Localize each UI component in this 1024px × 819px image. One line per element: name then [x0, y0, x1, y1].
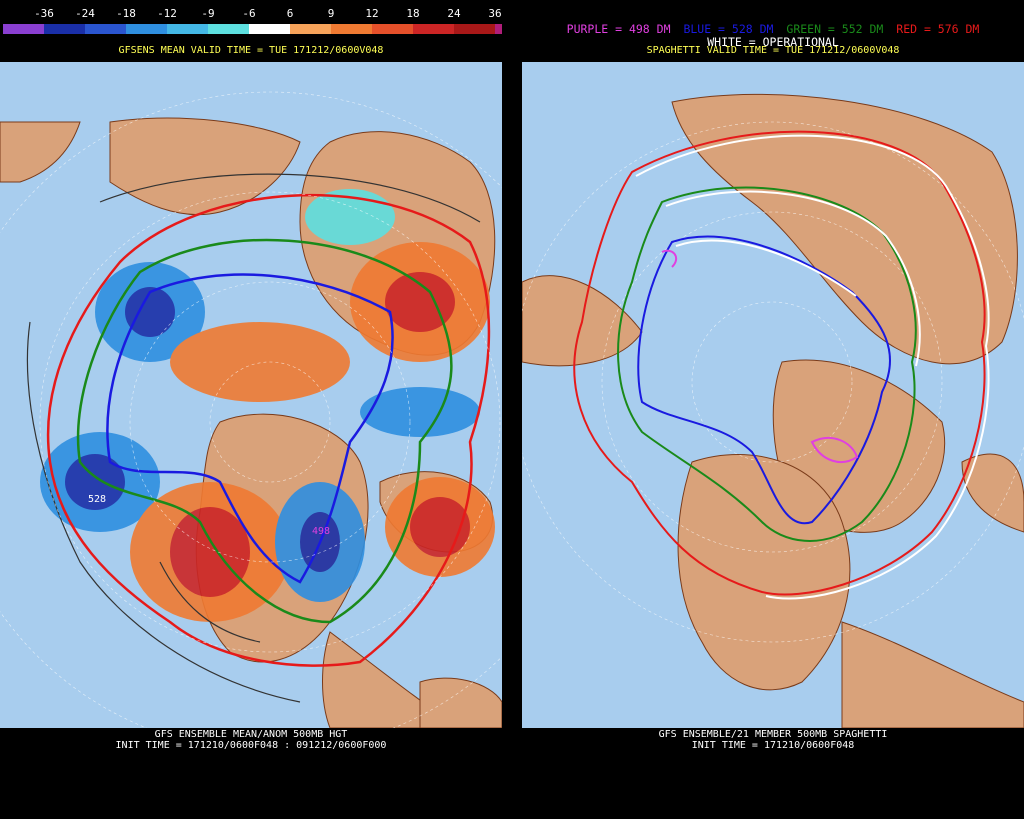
spaghetti-operational-blue: [675, 239, 857, 297]
anomaly-colorbar: [3, 24, 536, 34]
colorbar-cell: [208, 24, 249, 34]
colorbar-label: 9: [327, 7, 335, 20]
contour-black-2: [26, 321, 301, 703]
graticule-circle-1: [209, 361, 331, 483]
colorbar-labels: -36-24-18-12-9-6691218243648: [0, 7, 543, 21]
colorbar-cell: [44, 24, 85, 34]
mean-footer-title: GFS ENSEMBLE MEAN/ANOM 500MB HGT: [154, 729, 348, 740]
colorbar-label: -12: [157, 7, 177, 20]
mean-valid-time: GFSENS MEAN VALID TIME = TUE 171212/0600…: [118, 45, 384, 56]
contour-red: [46, 194, 491, 667]
spaghetti-legend: PURPLE = 498 DM BLUE = 528 DM GREEN = 55…: [522, 22, 1024, 36]
legend-operational: WHITE = OPERATIONAL: [707, 35, 839, 49]
colorbar-cell: [85, 24, 126, 34]
panel-divider: [502, 0, 522, 819]
colorbar-cell: [290, 24, 331, 34]
anomaly-core-pacific: [65, 454, 125, 510]
spaghetti-operational-green: [665, 190, 921, 367]
colorbar-label: 24: [447, 7, 461, 20]
graticule-circle-2: [129, 281, 411, 563]
legend-blue: BLUE = 528 DM: [683, 22, 774, 36]
colorbar-cell: [3, 24, 44, 34]
graticule-circle-1: [691, 301, 853, 463]
anomaly-core-alaska: [125, 287, 175, 337]
ensemble-mean-map: 528 498: [0, 62, 502, 728]
spaghetti-footer-title: GFS ENSEMBLE/21 MEMBER 500MB SPAGHETTI: [658, 729, 888, 740]
colorbar-cell: [249, 24, 290, 34]
spaghetti-purple-1: [810, 437, 859, 463]
spaghetti-map-graphic: [522, 93, 1024, 728]
colorbar-label: -36: [34, 7, 54, 20]
graticule-circle-3: [522, 121, 1024, 643]
spaghetti-purple-2: [661, 249, 678, 268]
spaghetti-panel: PURPLE = 498 DM BLUE = 528 DM GREEN = 55…: [522, 0, 1024, 819]
contour-label-528: 528: [88, 494, 106, 505]
colorbar-label: -18: [116, 7, 136, 20]
legend-red: RED = 576 DM: [896, 22, 980, 36]
ensemble-mean-panel: -36-24-18-12-9-6691218243648 GFSENS MEAN…: [0, 0, 543, 819]
south-america-land: [841, 621, 1024, 728]
contour-green: [76, 238, 453, 624]
colorbar-label: 18: [406, 7, 420, 20]
mean-map-graphic: 528 498: [0, 91, 502, 728]
anomaly-core-eurasia: [385, 272, 455, 332]
siberia-land: [109, 117, 301, 216]
colorbar-label: -6: [242, 7, 256, 20]
mean-footer-init: INIT TIME = 171210/0600F048 : 091212/060…: [115, 740, 387, 751]
greenland-land: [961, 453, 1024, 533]
spaghetti-operational-red: [635, 134, 990, 600]
anomaly-negative-siberia: [305, 189, 395, 245]
eurasia-land: [671, 93, 1018, 365]
spaghetti-map: [522, 62, 1024, 728]
contour-blue: [106, 273, 394, 584]
graticule-circle-3: [39, 191, 501, 653]
graticule-circle-2: [601, 211, 943, 553]
colorbar-label: -9: [201, 7, 215, 20]
colorbar-label: 6: [286, 7, 294, 20]
asia-nw-land: [0, 121, 81, 183]
contour-label-498: 498: [312, 526, 330, 537]
colorbar-cell: [167, 24, 208, 34]
colorbar-cell: [372, 24, 413, 34]
legend-green: GREEN = 552 DM: [786, 22, 884, 36]
colorbar-cell: [331, 24, 372, 34]
legend-purple: PURPLE = 498 DM: [566, 22, 671, 36]
south-america-land: [419, 677, 502, 728]
spaghetti-valid-time: SPAGHETTI VALID TIME = TUE 171212/0600V0…: [646, 45, 900, 56]
colorbar-cell: [126, 24, 167, 34]
anomaly-positive-arctic: [170, 322, 350, 402]
contour-black-1: [99, 173, 481, 223]
colorbar-label: 12: [365, 7, 379, 20]
north-america-land: [677, 454, 851, 691]
colorbar-cell: [454, 24, 495, 34]
colorbar-label: -24: [75, 7, 95, 20]
colorbar-cell: [413, 24, 454, 34]
spaghetti-footer-init: INIT TIME = 171210/0600F048: [691, 740, 855, 751]
anomaly-core-west-na: [170, 507, 250, 597]
contour-black-3: [159, 561, 261, 643]
anomaly-negative-europe: [360, 387, 480, 437]
graticule-circle-4: [0, 91, 502, 728]
colorbar-label: 36: [488, 7, 502, 20]
